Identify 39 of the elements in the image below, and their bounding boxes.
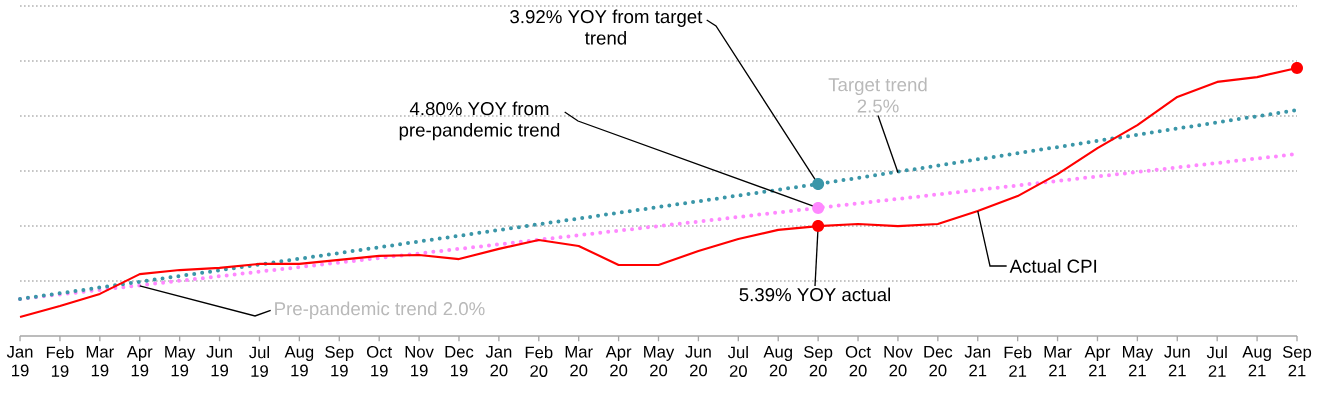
x-tick-label: Sep 21: [1282, 346, 1312, 377]
x-tick-label: Jun 21: [1164, 346, 1190, 377]
annotation: 3.92% YOY from target trend: [510, 9, 703, 45]
x-tick-label: Aug 19: [284, 346, 314, 377]
x-tick-label: Feb 20: [525, 346, 553, 377]
x-tick-label: Dec 20: [924, 346, 953, 377]
x-tick-label: Apr 21: [1084, 346, 1111, 377]
x-tick-label: Apr 19: [126, 346, 153, 377]
x-tick-label: Aug 20: [763, 346, 792, 377]
x-tick-label: Feb 19: [46, 346, 74, 377]
x-tick-label: Apr 20: [605, 346, 632, 377]
x-tick-label: Jan 19: [6, 346, 33, 377]
annotation: Actual CPI: [1009, 259, 1097, 273]
annotation: Target trend 2.5%: [828, 77, 927, 113]
x-tick-label: Aug 21: [1242, 346, 1271, 377]
x-tick-label: Jul 19: [249, 346, 269, 377]
x-tick-label: May 20: [644, 346, 675, 377]
x-tick-label: Mar 19: [86, 346, 114, 377]
x-tick-label: Mar 21: [1044, 346, 1072, 377]
x-tick-label: Jan 21: [964, 346, 991, 377]
x-tick-label: Nov 20: [884, 346, 913, 377]
annotation: Pre-pandemic trend 2.0%: [275, 301, 485, 319]
x-tick-label: Jul 21: [1206, 346, 1227, 377]
x-tick-label: Dec 19: [445, 346, 474, 377]
x-tick-label: Jun 19: [206, 346, 232, 377]
x-tick-label: Jul 20: [727, 346, 748, 377]
annotation: 4.80% YOY from pre-pandemic trend: [399, 101, 560, 141]
x-tick-label: May 21: [1122, 346, 1154, 377]
x-tick-label: Nov 19: [405, 346, 434, 377]
annotation: 5.39% YOY actual: [739, 287, 891, 302]
x-tick-label: Sep 19: [325, 346, 354, 377]
x-tick-label: Sep 20: [804, 346, 833, 377]
x-tick-label: Feb 21: [1004, 346, 1032, 377]
x-tick-label: Jun 20: [685, 346, 711, 377]
x-tick-label: Oct 20: [845, 346, 871, 377]
x-tick-label: Jan 20: [485, 346, 512, 377]
x-tick-label: Oct 19: [367, 346, 393, 377]
x-tick-label: May 19: [165, 346, 196, 377]
x-tick-label: Mar 20: [565, 346, 593, 377]
